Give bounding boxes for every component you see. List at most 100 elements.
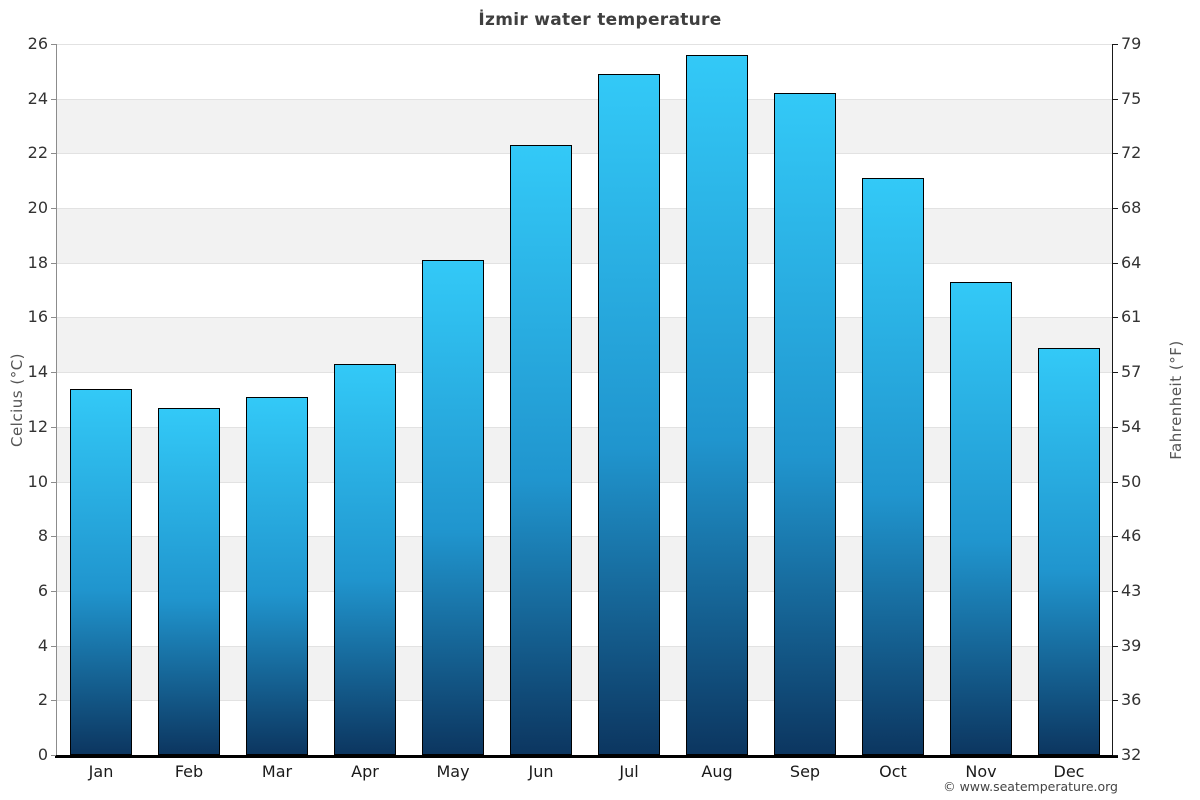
bar-jan[interactable] [70,388,132,755]
y-axis-line-right [1112,44,1113,756]
bar-mar[interactable] [246,396,308,755]
y-tick-label-fahrenheit: 61 [1121,307,1142,327]
plot-band [57,426,1113,482]
y-axis-title-celsius: Celcius (°C) [8,352,26,448]
tick-mark-right [1113,153,1118,155]
gridline [57,44,1113,45]
y-tick-label-celsius: 22 [27,143,48,163]
tick-mark-left [51,755,56,756]
plot-band [57,153,1113,209]
y-tick-label-celsius: 24 [27,88,48,108]
plot-band [57,317,1113,373]
y-tick-label-celsius: 8 [37,526,48,546]
gridline [57,481,1113,483]
y-tick-label-fahrenheit: 50 [1121,471,1142,491]
month-label-jan: Jan [88,762,114,781]
gridline [57,262,1113,264]
plot-band [57,44,1113,99]
plot-band [57,98,1113,154]
tick-mark-left [51,536,56,538]
x-axis-line [55,755,1118,758]
plot-area [57,44,1113,755]
y-tick-label-celsius: 12 [27,416,48,436]
tick-mark-right [1113,98,1118,100]
gridline [57,372,1113,374]
plot-band [57,262,1113,318]
bar-sep[interactable] [774,93,836,755]
tick-mark-left [51,590,56,592]
y-tick-label-fahrenheit: 36 [1121,690,1142,710]
tick-mark-right [1113,208,1118,210]
y-axis-title-fahrenheit: Fahrenheit (°F) [1167,340,1185,460]
tick-mark-right [1113,262,1118,264]
y-tick-label-celsius: 20 [27,198,48,218]
y-tick-label-celsius: 6 [37,580,48,600]
plot-band [57,481,1113,537]
y-axis-line-left [56,44,57,756]
tick-mark-left [51,481,56,483]
gridline [57,645,1113,647]
y-tick-label-celsius: 26 [27,34,48,53]
y-tick-label-fahrenheit: 64 [1121,252,1142,272]
y-tick-label-fahrenheit: 68 [1121,198,1142,218]
bar-dec[interactable] [1038,347,1100,755]
y-tick-label-fahrenheit: 72 [1121,143,1142,163]
gridline [57,208,1113,210]
gridline [57,536,1113,538]
plot-band [57,645,1113,701]
plot-band [57,372,1113,427]
tick-mark-right [1113,481,1118,483]
gridline [57,153,1113,155]
bar-nov[interactable] [950,281,1012,755]
tick-mark-right [1113,317,1118,319]
tick-mark-right [1113,536,1118,538]
month-label-apr: Apr [351,762,379,781]
bar-feb[interactable] [158,407,220,755]
y-tick-label-fahrenheit: 43 [1121,580,1142,600]
bar-jun[interactable] [510,145,572,755]
gridline [57,590,1113,592]
month-label-jul: Jul [619,762,639,781]
y-tick-label-celsius: 2 [37,690,48,710]
tick-mark-left [51,426,56,428]
y-tick-label-fahrenheit: 57 [1121,362,1142,382]
tick-mark-left [51,262,56,264]
tick-mark-left [51,44,56,45]
gridline [57,700,1113,702]
month-label-sep: Sep [789,762,821,781]
gridline [57,317,1113,319]
month-label-jun: Jun [528,762,554,781]
bar-aug[interactable] [686,54,748,755]
plot-band [57,208,1113,263]
tick-mark-left [51,700,56,702]
month-label-feb: Feb [174,762,204,781]
y-tick-label-fahrenheit: 32 [1121,745,1142,764]
bar-oct[interactable] [862,178,924,755]
tick-mark-left [51,372,56,374]
bar-jul[interactable] [598,74,660,755]
gridline [57,98,1113,100]
tick-mark-left [51,153,56,155]
tick-mark-left [51,208,56,210]
month-label-dec: Dec [1053,762,1085,781]
tick-mark-right [1113,44,1118,45]
bar-apr[interactable] [334,363,396,755]
tick-mark-right [1113,426,1118,428]
y-tick-label-fahrenheit: 46 [1121,526,1142,546]
y-tick-label-fahrenheit: 39 [1121,635,1142,655]
plot-band [57,536,1113,591]
month-label-oct: Oct [879,762,907,781]
y-tick-label-celsius: 0 [37,745,48,764]
copyright-text: © www.seatemperature.org [943,779,1118,794]
tick-mark-right [1113,755,1118,756]
bar-may[interactable] [422,260,484,755]
tick-mark-right [1113,372,1118,374]
gridline [57,426,1113,428]
y-tick-label-fahrenheit: 79 [1121,34,1142,53]
y-tick-label-celsius: 16 [27,307,48,327]
y-tick-label-celsius: 10 [27,471,48,491]
chart-title: İzmir water temperature [478,10,722,30]
plot-band [57,700,1113,755]
tick-mark-left [51,317,56,319]
tick-mark-right [1113,590,1118,592]
